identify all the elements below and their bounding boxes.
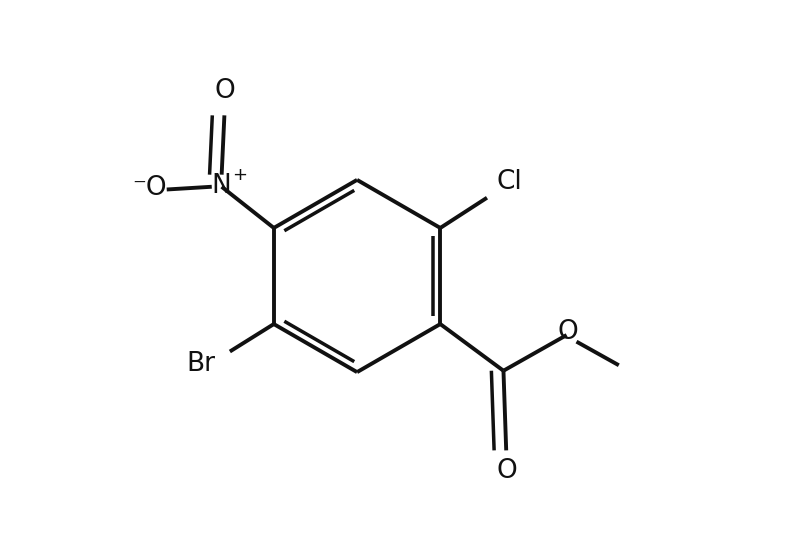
Text: Cl: Cl (497, 169, 523, 195)
Text: N: N (212, 173, 232, 199)
Text: +: + (232, 166, 247, 184)
Text: Br: Br (186, 351, 215, 376)
Text: O: O (496, 458, 517, 484)
Text: O: O (557, 319, 578, 346)
Text: O: O (214, 78, 235, 104)
Text: ⁻O: ⁻O (132, 175, 167, 201)
